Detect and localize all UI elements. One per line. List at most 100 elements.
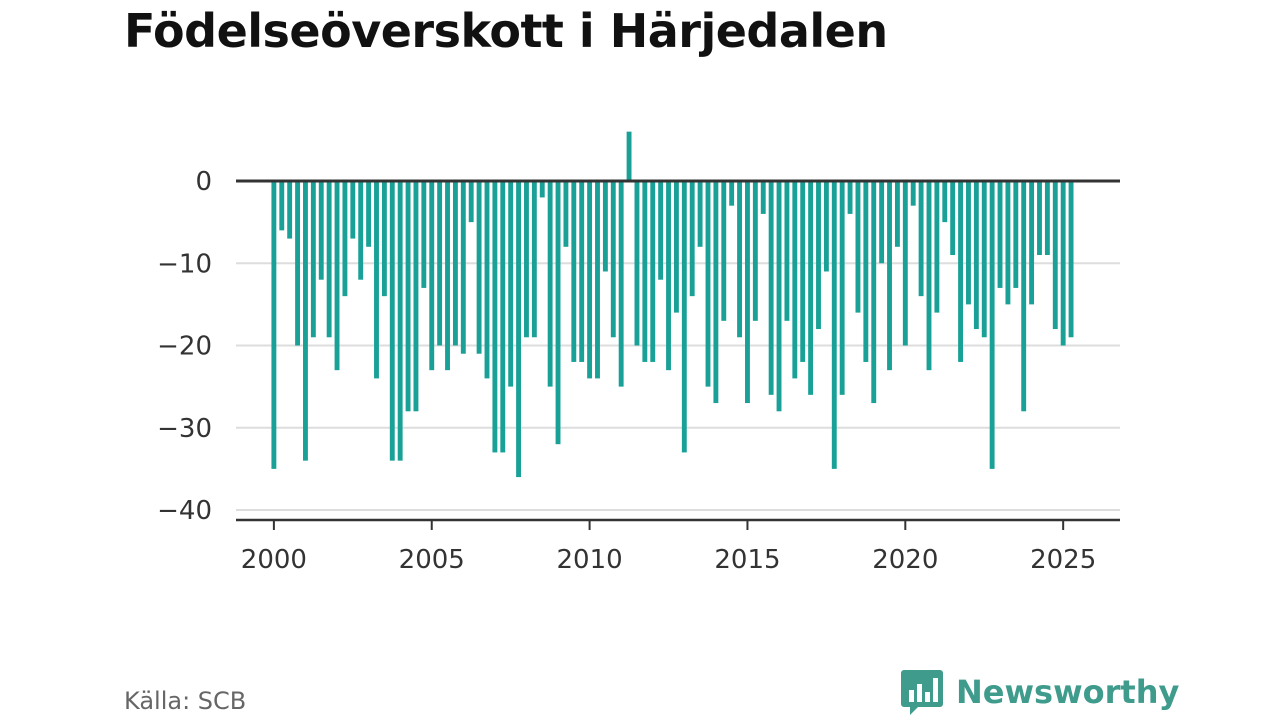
bar [342,181,348,297]
bar [745,181,750,404]
bar [468,181,474,223]
x-tick-label: 2025 [1030,545,1096,575]
bar [1021,181,1027,412]
bar [658,181,664,280]
bar [460,181,466,354]
bar [429,181,435,371]
chart-bubble-icon [901,670,943,715]
bar [287,181,293,239]
bar [547,181,553,387]
bar [958,181,964,362]
bar [666,181,671,371]
bar [381,181,387,297]
bar [650,181,656,362]
bar [831,181,837,469]
bar [989,181,995,469]
bar [595,181,600,379]
bar [808,181,814,395]
bar [1005,181,1011,305]
source-note: Källa: SCB [124,687,247,715]
bar [981,181,987,338]
bar [374,181,379,379]
bar [358,181,364,280]
bar [1013,181,1019,288]
bar [405,181,411,412]
bar [713,181,719,404]
bar [618,181,624,387]
bar [437,181,443,346]
bar [531,181,537,338]
bar [934,181,940,313]
bar [397,181,403,461]
bar [768,181,774,395]
bar [950,181,956,256]
bar [942,181,948,223]
bar [389,181,395,461]
bar [366,181,372,247]
bar [1060,181,1066,346]
bar [555,181,561,445]
bar [334,181,340,371]
bar [871,181,877,404]
bar [997,181,1003,288]
bar [508,181,514,387]
y-tick-label: −10 [157,249,212,279]
x-tick-label: 2005 [399,545,465,575]
bar [839,181,845,395]
bar [887,181,892,371]
bar [539,181,545,198]
bar [445,181,450,371]
bar [816,181,821,330]
bar [279,181,285,231]
bar [271,181,277,469]
bar [705,181,711,387]
bar [855,181,861,313]
bar [295,181,301,346]
bar [697,181,703,247]
bar [681,181,687,453]
bar [642,181,648,362]
bar [689,181,695,297]
bar [571,181,577,362]
y-tick-label: −40 [157,496,212,526]
bar [918,181,924,297]
x-tick-label: 2000 [241,545,307,575]
bar [626,131,632,181]
bar [1029,181,1035,305]
brand-name: Newsworthy [956,673,1180,711]
bar [484,181,490,379]
tick-labels: 0 −10 −20 −30 −40 2000 2005 2010 2015 2020 2025 [157,167,1096,575]
bar [476,181,482,354]
bar [776,181,782,412]
brand-logo[interactable]: Newsworthy [900,668,1179,716]
bar [902,181,908,346]
bar [752,181,758,321]
bar [492,181,498,453]
bar [729,181,735,206]
bar [579,181,585,362]
bar [1052,181,1058,330]
bar [310,181,316,338]
bar [863,181,869,362]
bar [303,181,308,461]
bar [784,181,790,321]
axes [236,179,1120,530]
bar [760,181,766,214]
bar [602,181,608,272]
bar [879,181,885,264]
bar [1068,181,1074,338]
bar [910,181,916,206]
bar [563,181,569,247]
bar [800,181,806,362]
bar [823,181,829,272]
y-tick-label: −30 [157,414,212,444]
bar [973,181,979,330]
bar [1037,181,1042,256]
bar [587,181,593,379]
bar [413,181,419,412]
y-tick-label: 0 [195,167,212,197]
bar [673,181,679,313]
bar [350,181,356,239]
bar [1044,181,1050,256]
